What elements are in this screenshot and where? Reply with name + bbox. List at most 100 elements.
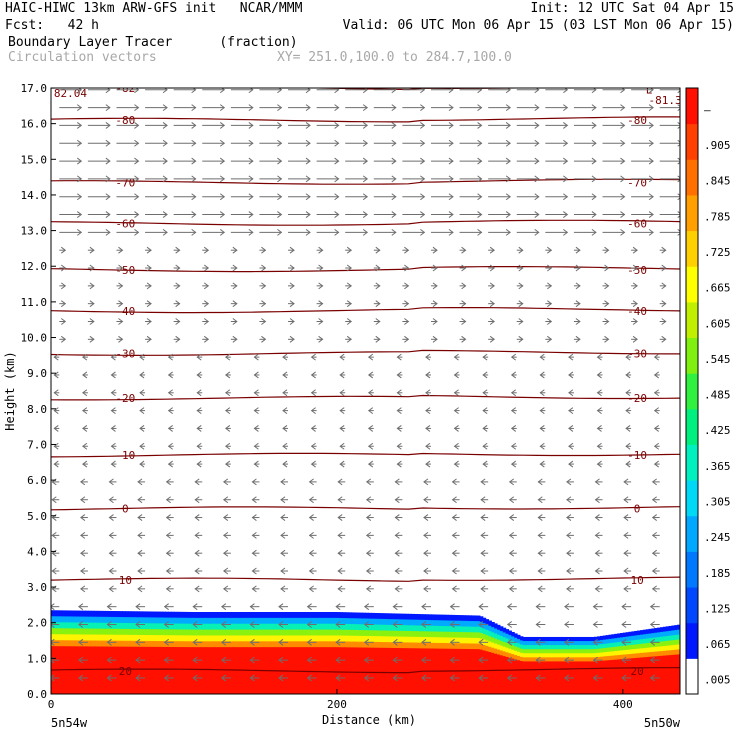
tracer-cell	[99, 652, 104, 659]
vector-head	[625, 425, 631, 432]
tracer-cell	[396, 688, 401, 694]
tracer-cell	[677, 674, 680, 680]
vector-head	[105, 139, 111, 147]
tracer-cell	[113, 682, 118, 689]
vector-head	[53, 425, 59, 432]
colorbar-label: .125	[704, 602, 731, 615]
vector-head	[261, 318, 267, 325]
vector-head	[334, 139, 340, 147]
vector-head	[575, 300, 581, 308]
tracer-cell	[111, 616, 115, 624]
tracer-cell	[597, 681, 601, 687]
tracer-cell	[96, 664, 101, 671]
tracer-cell	[191, 664, 195, 672]
tracer-cell	[113, 670, 118, 677]
tracer-cell	[59, 646, 64, 653]
tracer-cell	[168, 652, 172, 660]
tracer-cell	[262, 641, 267, 648]
tracer-cell	[62, 658, 66, 665]
tracer-cell	[239, 612, 244, 619]
vector-head	[591, 139, 597, 147]
tracer-cell	[91, 634, 95, 642]
tracer-cell	[454, 671, 458, 678]
vector-head	[223, 531, 229, 539]
tracer-cell	[339, 623, 344, 631]
tracer-cell	[68, 646, 72, 653]
tracer-cell	[608, 651, 612, 657]
tracer-cell	[674, 689, 678, 694]
tracer-cell	[139, 611, 144, 618]
tracer-cell	[488, 641, 492, 648]
tracer-cell	[159, 641, 164, 648]
tracer-cell	[171, 641, 175, 648]
vector-head	[534, 228, 540, 236]
tracer-cell	[185, 682, 189, 689]
tracer-cell	[153, 617, 158, 624]
tracer-cell	[665, 655, 670, 661]
tracer-cell	[228, 688, 232, 694]
vector-head	[278, 638, 284, 646]
tracer-cell	[674, 679, 678, 685]
tracer-cell	[614, 685, 618, 691]
tracer-cell	[133, 688, 138, 694]
vector-head	[477, 104, 483, 112]
tracer-cell	[231, 612, 235, 619]
tracer-cell	[442, 677, 447, 684]
tracer-cell	[142, 658, 146, 666]
tracer-cell	[488, 688, 492, 694]
vector-head	[420, 157, 426, 165]
tracer-cell	[439, 614, 444, 621]
tracer-cell	[485, 656, 490, 663]
tracer-cell	[574, 649, 578, 654]
tracer-cell	[557, 636, 561, 642]
tracer-cell	[602, 677, 607, 683]
tracer-cell	[176, 611, 181, 619]
tracer-cell	[639, 675, 644, 681]
contour-line	[51, 349, 680, 357]
tracer-cell	[65, 634, 69, 641]
tracer-cell	[219, 612, 224, 619]
tracer-cell	[522, 649, 527, 654]
tracer-cell	[62, 646, 66, 653]
tracer-cell	[568, 669, 572, 675]
tracer-cell	[102, 640, 106, 648]
vector-head	[277, 122, 283, 129]
vector-head	[404, 264, 410, 272]
tracer-cell	[577, 653, 581, 658]
tracer-cell	[288, 653, 292, 660]
tracer-cell	[322, 676, 327, 683]
tracer-cell	[59, 634, 64, 641]
vector-head	[420, 88, 426, 94]
tracer-cell	[637, 684, 641, 691]
tracer-cell	[622, 685, 627, 691]
tracer-cell	[328, 647, 332, 654]
tracer-cell	[228, 658, 232, 666]
tracer-cell	[271, 670, 275, 678]
tracer-cell	[191, 641, 195, 648]
tracer-cell	[162, 635, 166, 642]
tracer-cell	[56, 616, 61, 623]
vector-head	[539, 353, 545, 361]
tracer-cell	[205, 653, 209, 660]
tracer-cell	[479, 688, 484, 694]
contour-label: -60	[115, 217, 135, 230]
tracer-cell	[654, 689, 658, 694]
tracer-cell	[73, 670, 78, 677]
tracer-cell	[71, 652, 75, 659]
tracer-cell	[196, 635, 201, 642]
tracer-cell	[439, 654, 444, 661]
tracer-cell	[71, 658, 75, 665]
vector-head	[76, 139, 83, 147]
tracer-cell	[262, 647, 267, 654]
tracer-cell	[316, 676, 321, 683]
vector-head	[505, 139, 511, 147]
tracer-cell	[113, 646, 118, 654]
tracer-cell	[645, 689, 650, 694]
vector-head	[137, 496, 143, 504]
vector-head	[648, 211, 654, 218]
tracer-cell	[582, 649, 587, 654]
tracer-cell	[571, 653, 575, 658]
tracer-cell	[93, 646, 98, 653]
tracer-cell	[125, 670, 129, 677]
tracer-cell	[665, 645, 670, 652]
